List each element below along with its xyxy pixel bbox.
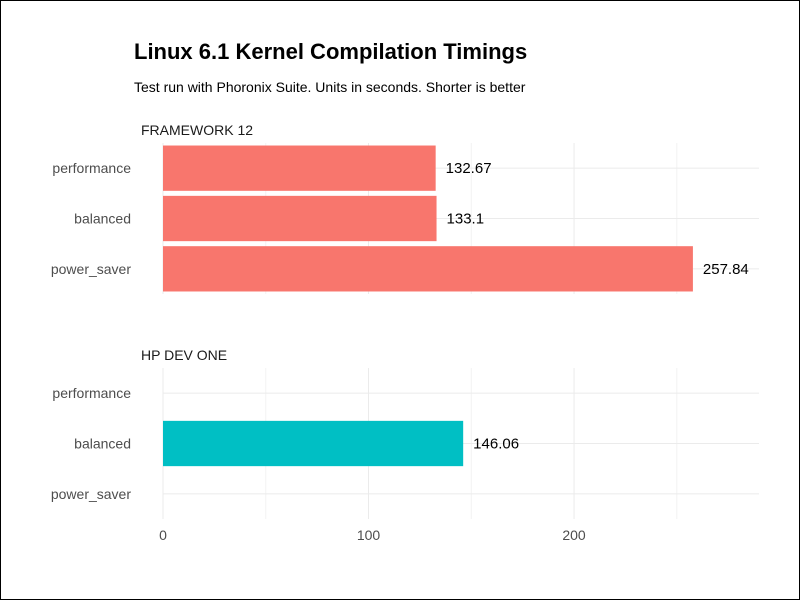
chart-title: Linux 6.1 Kernel Compilation Timings <box>134 39 527 64</box>
bar-value-label: 133.1 <box>447 211 485 228</box>
bar-value-label: 257.84 <box>703 261 749 278</box>
x-tick-label: 0 <box>159 527 167 543</box>
y-tick-label: performance <box>52 385 131 401</box>
y-tick-label: performance <box>52 160 131 176</box>
x-axis: 0 100 200 <box>159 527 586 543</box>
bar-value-label: 146.06 <box>473 436 519 453</box>
y-tick-label: balanced <box>74 211 131 227</box>
bar[interactable] <box>163 145 436 191</box>
facet-panels: FRAMEWORK 12 performance balanced power_sav… <box>51 122 759 543</box>
x-tick-label: 200 <box>562 527 586 543</box>
facet-panel: HP DEV ONE performance balanced power_saver… <box>51 347 759 519</box>
bar-value-label: 132.67 <box>446 160 492 177</box>
x-tick-label: 100 <box>357 527 381 543</box>
facet-label: HP DEV ONE <box>141 347 227 363</box>
bar[interactable] <box>163 246 693 292</box>
facet-panel: FRAMEWORK 12 performance balanced power_sav… <box>51 122 759 294</box>
y-tick-label: power_saver <box>51 486 131 502</box>
y-tick-label: balanced <box>74 436 131 452</box>
bar[interactable] <box>163 195 437 242</box>
chart-subtitle: Test run with Phoronix Suite. Units in s… <box>134 79 526 95</box>
y-tick-label: power_saver <box>51 261 131 277</box>
facet-label: FRAMEWORK 12 <box>141 122 253 138</box>
bar[interactable] <box>163 420 464 467</box>
